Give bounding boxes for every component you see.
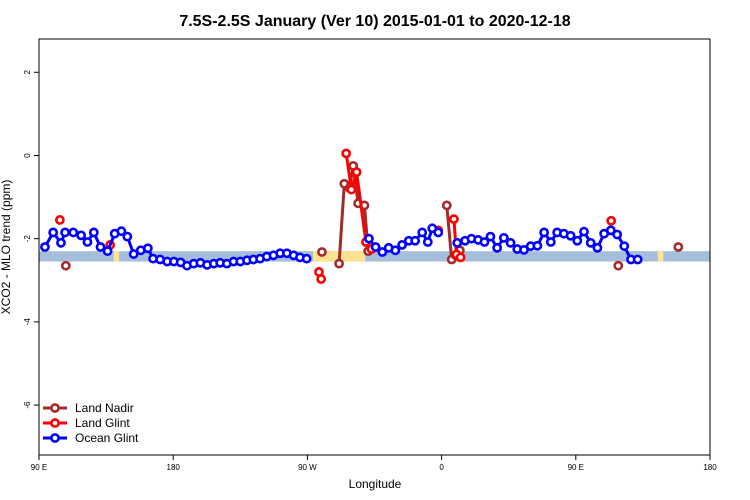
data-point [88, 227, 99, 238]
series-layer [40, 148, 684, 284]
data-point [565, 230, 576, 241]
legend-marker [50, 403, 60, 413]
data-point [60, 227, 70, 238]
data-point [585, 237, 596, 248]
data-point [606, 215, 617, 226]
data-point [40, 242, 50, 252]
data-point [351, 167, 362, 178]
x-axis-label: Longitude [349, 477, 402, 491]
legend-label: Land Glint [75, 416, 130, 430]
data-point [417, 227, 428, 238]
data-point [364, 233, 374, 244]
data-point [397, 240, 407, 250]
data-point [76, 230, 87, 241]
x-tick-label: 90 W [298, 463, 317, 472]
data-point [102, 246, 113, 257]
plot-frame [38, 38, 711, 456]
y-tick-label: -2 [23, 235, 32, 243]
data-point [452, 237, 463, 248]
data-point [122, 231, 133, 242]
data-point [341, 148, 352, 159]
data-point [572, 235, 583, 246]
y-axis-label: XCO2 - MLO trend (ppm) [0, 180, 13, 315]
data-point [449, 214, 459, 225]
data-point [539, 227, 550, 238]
legend-marker [50, 433, 60, 443]
data-point [316, 274, 327, 284]
data-point [60, 260, 71, 271]
data-point [613, 260, 624, 271]
data-point [410, 235, 421, 246]
data-point [479, 237, 490, 247]
data-point [433, 227, 444, 238]
data-point [498, 232, 509, 243]
x-tick-label: 0 [439, 463, 444, 472]
data-point [68, 227, 79, 238]
land-band-segment [113, 251, 120, 262]
data-point [455, 252, 466, 263]
data-point [492, 242, 503, 253]
y-tick-label: 0 [23, 153, 32, 158]
data-point [301, 253, 312, 264]
x-tick-label: 90 E [31, 463, 47, 472]
data-point [390, 245, 401, 256]
data-point [317, 247, 327, 257]
data-point [95, 242, 106, 252]
x-tick-label: 180 [703, 463, 717, 472]
data-point [370, 242, 381, 252]
chart-title: 7.5S-2.5S January (Ver 10) 2015-01-01 to… [179, 13, 570, 30]
data-point [532, 240, 543, 251]
data-point [116, 226, 127, 237]
data-point [334, 258, 344, 269]
data-point [505, 237, 516, 248]
data-point [56, 237, 66, 248]
data-point [128, 249, 139, 259]
data-point [422, 237, 433, 247]
y-tick-label: 2 [23, 70, 32, 75]
data-point [441, 200, 452, 211]
data-point [612, 229, 623, 240]
data-point [377, 247, 388, 257]
data-point [48, 227, 59, 238]
y-tick-label: -4 [23, 318, 32, 326]
y-axis: 2 0 -2 -4 -6 [23, 70, 39, 409]
data-point [54, 215, 65, 225]
data-point [619, 241, 630, 252]
data-point [485, 231, 496, 242]
data-point [592, 242, 603, 253]
data-point [82, 237, 93, 247]
data-point [346, 184, 357, 195]
ocean-band [39, 251, 710, 262]
land-band-segment [657, 251, 664, 262]
x-axis: 90 E 180 90 W 0 90 E 180 [31, 455, 717, 472]
data-point [545, 237, 556, 247]
data-point [579, 226, 589, 237]
x-tick-label: 90 E [568, 463, 584, 472]
data-point [673, 242, 684, 252]
legend-label: Ocean Glint [75, 431, 139, 445]
legend-marker [50, 418, 60, 428]
series-ocean-glint [40, 223, 643, 271]
legend-label: Land Nadir [75, 401, 134, 415]
data-point [605, 225, 616, 236]
y-tick-label: -6 [23, 401, 32, 409]
x-tick-label: 180 [167, 463, 181, 472]
data-point [142, 243, 153, 254]
data-point [632, 254, 643, 265]
